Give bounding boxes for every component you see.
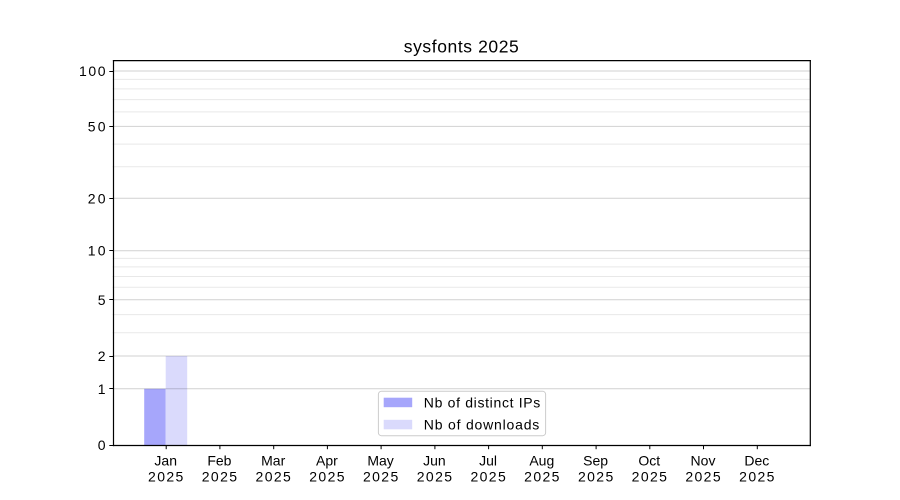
- svg-text:0: 0: [98, 437, 106, 453]
- svg-text:1: 1: [98, 381, 106, 397]
- svg-text:2025: 2025: [524, 469, 560, 485]
- svg-text:Feb: Feb: [207, 453, 231, 469]
- svg-text:Aug: Aug: [529, 453, 554, 469]
- svg-text:100: 100: [79, 63, 106, 79]
- svg-text:Dec: Dec: [744, 453, 769, 469]
- svg-text:Apr: Apr: [316, 453, 338, 469]
- svg-text:2025: 2025: [309, 469, 345, 485]
- svg-text:2025: 2025: [202, 469, 238, 485]
- svg-text:2025: 2025: [578, 469, 614, 485]
- svg-text:2025: 2025: [739, 469, 775, 485]
- svg-text:50: 50: [88, 118, 106, 134]
- svg-text:Nov: Nov: [691, 453, 716, 469]
- svg-text:Jun: Jun: [423, 453, 446, 469]
- svg-text:Nb of downloads: Nb of downloads: [424, 417, 540, 433]
- svg-text:5: 5: [98, 292, 106, 308]
- svg-text:Jul: Jul: [479, 453, 497, 469]
- svg-text:Nb of distinct IPs: Nb of distinct IPs: [424, 395, 541, 411]
- svg-text:2025: 2025: [256, 469, 292, 485]
- svg-text:10: 10: [88, 243, 106, 259]
- svg-text:2025: 2025: [470, 469, 506, 485]
- svg-text:2025: 2025: [148, 469, 184, 485]
- svg-text:sysfonts 2025: sysfonts 2025: [404, 37, 519, 57]
- svg-text:20: 20: [88, 190, 106, 206]
- svg-text:Oct: Oct: [638, 453, 660, 469]
- svg-text:2025: 2025: [632, 469, 668, 485]
- svg-text:2025: 2025: [417, 469, 453, 485]
- svg-text:Mar: Mar: [261, 453, 285, 469]
- svg-text:May: May: [367, 453, 393, 469]
- svg-text:Jan: Jan: [154, 453, 177, 469]
- svg-text:Sep: Sep: [583, 453, 608, 469]
- svg-text:2025: 2025: [363, 469, 399, 485]
- svg-text:2: 2: [98, 348, 106, 364]
- svg-text:2025: 2025: [685, 469, 721, 485]
